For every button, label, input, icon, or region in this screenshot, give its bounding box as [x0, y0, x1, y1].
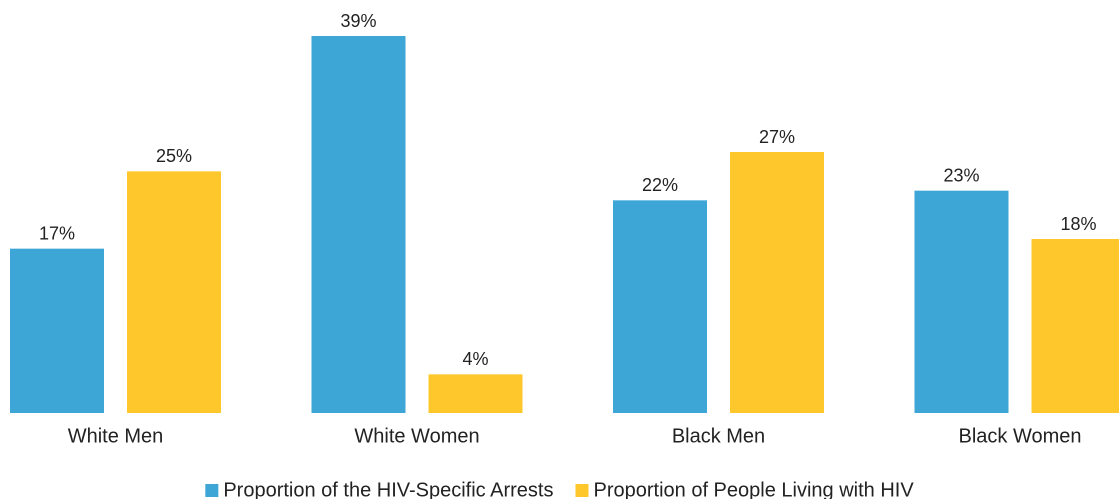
data-label: 18% [1060, 214, 1096, 234]
x-tick-label: Black Men [672, 425, 765, 447]
data-label: 23% [943, 165, 979, 185]
bar [428, 374, 523, 413]
bar [311, 36, 406, 413]
legend-label: Proportion of People Living with HIV [593, 479, 914, 499]
bar [127, 171, 221, 413]
bar [613, 200, 707, 413]
data-label: 17% [39, 223, 75, 243]
data-label: 39% [340, 11, 376, 31]
legend-swatch [205, 484, 219, 497]
data-label: 27% [759, 127, 795, 147]
bar [10, 248, 104, 413]
x-tick-label: White Men [68, 425, 164, 447]
x-tick-label: Black Women [958, 425, 1081, 447]
legend-label: Proportion of the HIV-Specific Arrests [223, 479, 553, 499]
legend-swatch [575, 484, 589, 497]
data-label: 25% [156, 146, 192, 166]
bar [1031, 239, 1119, 413]
data-label: 22% [642, 175, 678, 195]
bar [730, 152, 824, 413]
data-label: 4% [462, 349, 488, 369]
bar [914, 190, 1009, 413]
x-tick-label: White Women [354, 425, 479, 447]
